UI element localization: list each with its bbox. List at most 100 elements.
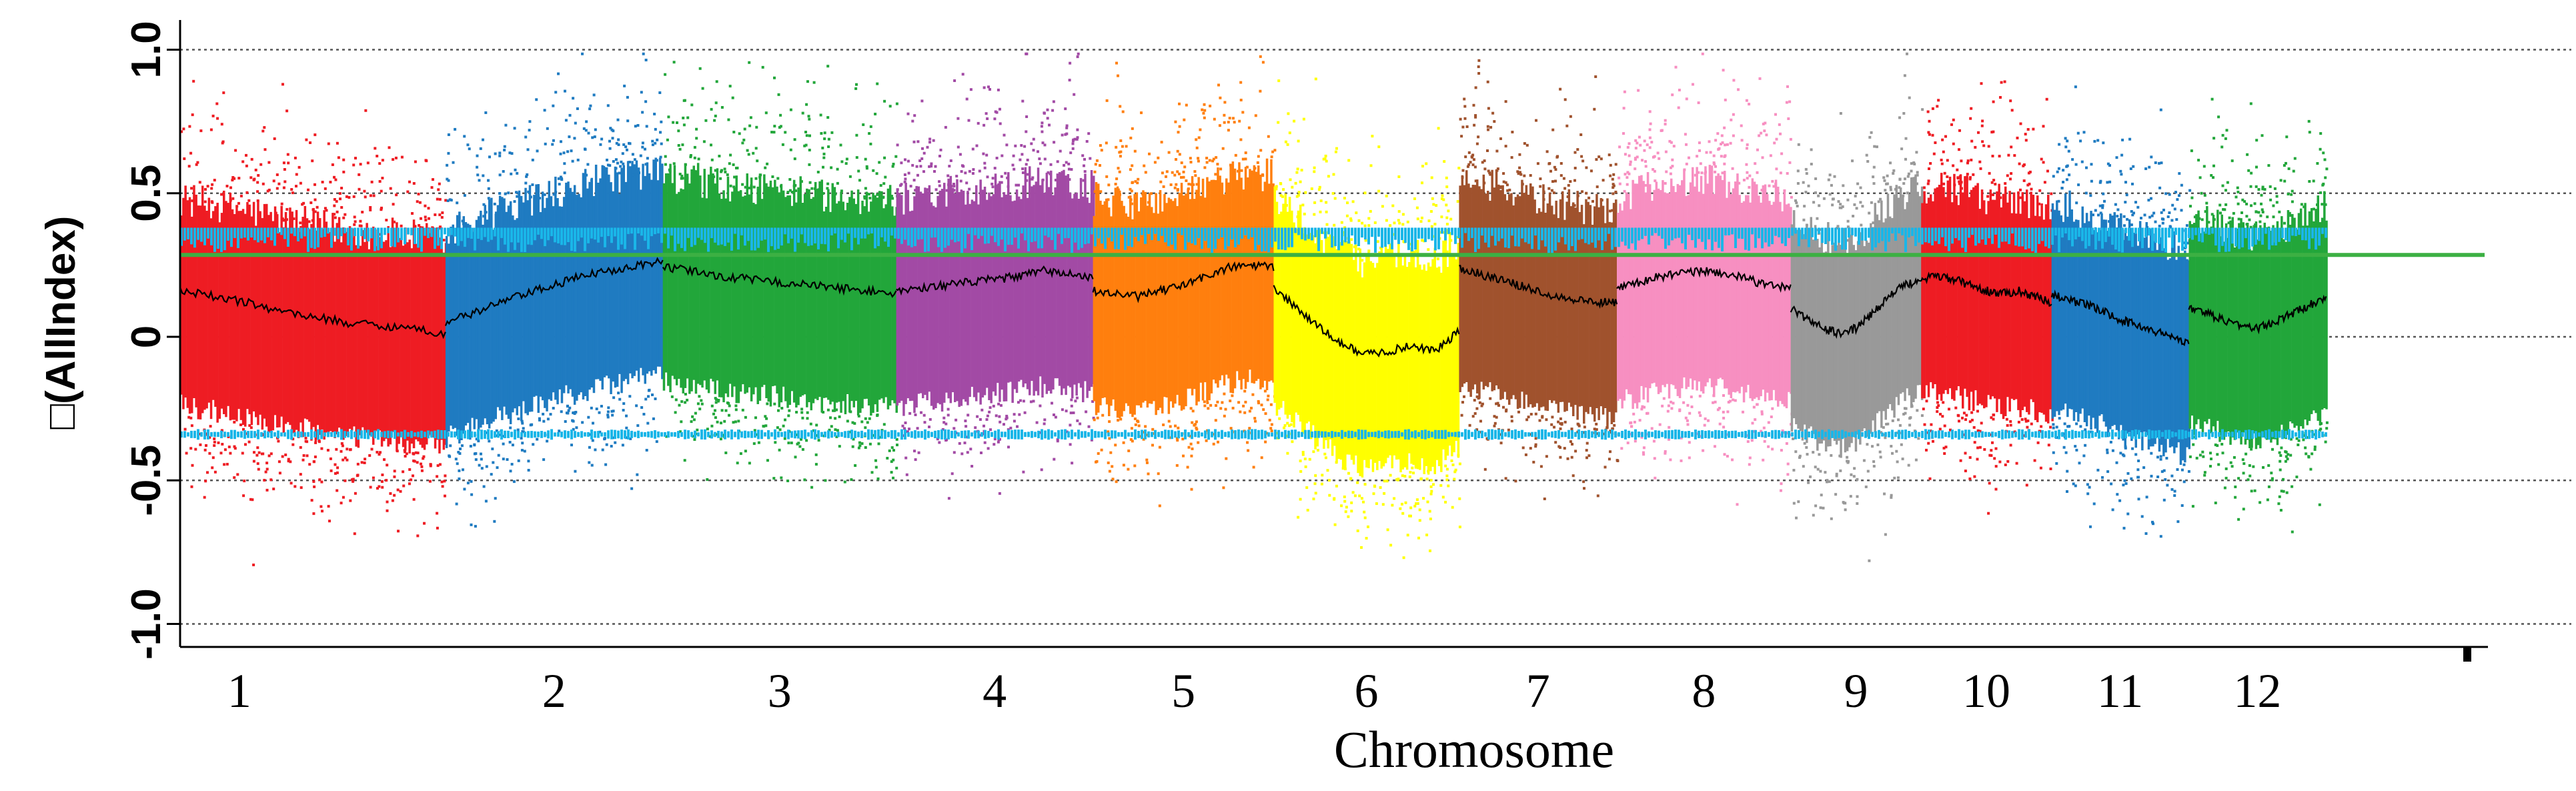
- point: [354, 492, 357, 495]
- point: [1550, 189, 1553, 192]
- point: [1477, 135, 1480, 139]
- point: [1872, 221, 1875, 225]
- point-strip: [776, 186, 778, 393]
- point-strip: [1559, 199, 1562, 402]
- point: [2279, 460, 2282, 463]
- point: [458, 469, 461, 472]
- point: [724, 452, 728, 454]
- point: [1699, 162, 1702, 165]
- point: [644, 147, 646, 151]
- point: [190, 424, 193, 428]
- point: [1770, 416, 1773, 418]
- point: [1477, 65, 1480, 69]
- point: [2285, 135, 2289, 139]
- point: [1812, 514, 1815, 517]
- point-strip: [1371, 263, 1375, 472]
- point: [683, 459, 686, 462]
- point: [206, 471, 209, 474]
- point: [1451, 506, 1454, 509]
- band-upper: [337, 227, 340, 239]
- point: [1880, 431, 1883, 434]
- point: [1212, 179, 1215, 183]
- point-strip: [1275, 201, 1279, 416]
- point: [1999, 96, 2002, 99]
- point-strip: [1084, 173, 1087, 381]
- point: [1960, 181, 1963, 184]
- band-upper: [780, 227, 783, 246]
- point: [2245, 202, 2248, 205]
- point-strip: [2111, 217, 2114, 426]
- point: [1313, 170, 1316, 173]
- point: [293, 156, 297, 159]
- point: [1517, 410, 1520, 414]
- point: [440, 215, 444, 219]
- point: [334, 472, 337, 475]
- point: [1510, 420, 1513, 423]
- point: [2009, 177, 2012, 181]
- point: [904, 422, 907, 424]
- point: [1383, 480, 1386, 483]
- point-strip: [1537, 208, 1541, 411]
- point-strip: [2034, 215, 2037, 420]
- point: [1069, 412, 1073, 415]
- point: [2032, 127, 2035, 131]
- point: [1547, 187, 1551, 190]
- point: [1350, 510, 1353, 513]
- point: [1231, 117, 1235, 120]
- point: [1288, 131, 1291, 135]
- point: [989, 406, 992, 410]
- band-lower: [380, 432, 383, 438]
- point: [275, 187, 279, 190]
- band-lower: [434, 430, 436, 438]
- point: [2108, 164, 2111, 167]
- point-strip: [297, 231, 300, 438]
- point: [229, 452, 232, 455]
- point-strip: [259, 212, 261, 415]
- point-strip: [820, 179, 823, 413]
- point-strip: [2023, 201, 2026, 407]
- point: [787, 414, 790, 418]
- point: [1318, 185, 1321, 189]
- point: [2282, 478, 2285, 481]
- point: [759, 173, 762, 177]
- point: [1499, 442, 1503, 445]
- point-strip: [1077, 199, 1081, 383]
- point: [928, 165, 931, 168]
- band-lower: [614, 430, 616, 440]
- point-strip: [1790, 224, 1794, 432]
- point-strip: [876, 197, 879, 412]
- point: [1688, 456, 1691, 460]
- band-lower: [810, 430, 813, 439]
- point: [2325, 167, 2329, 171]
- point: [827, 145, 830, 148]
- point: [1346, 201, 1349, 205]
- point-strip: [884, 204, 887, 398]
- point-strip: [1715, 175, 1718, 386]
- point: [1866, 160, 1870, 163]
- point-strip: [544, 207, 546, 408]
- point-strip: [1621, 210, 1624, 409]
- point-strip: [1480, 189, 1483, 382]
- point-strip: [1728, 181, 1730, 395]
- point: [1539, 465, 1543, 468]
- point-strip: [640, 189, 642, 368]
- point: [2028, 170, 2032, 173]
- point: [1943, 171, 1946, 175]
- point: [386, 464, 389, 467]
- point-strip: [1974, 185, 1977, 391]
- band-upper: [500, 227, 503, 238]
- point: [1000, 181, 1003, 184]
- point: [187, 416, 191, 419]
- point: [209, 425, 212, 428]
- point: [1745, 163, 1748, 166]
- point: [1325, 201, 1328, 204]
- point: [1085, 410, 1088, 414]
- point: [1486, 125, 1489, 128]
- point-strip: [1970, 189, 1973, 392]
- point-strip: [1373, 267, 1377, 463]
- point: [971, 465, 974, 468]
- band-upper: [880, 227, 883, 237]
- point-strip: [2040, 203, 2043, 413]
- point: [2134, 201, 2137, 204]
- point: [732, 163, 735, 166]
